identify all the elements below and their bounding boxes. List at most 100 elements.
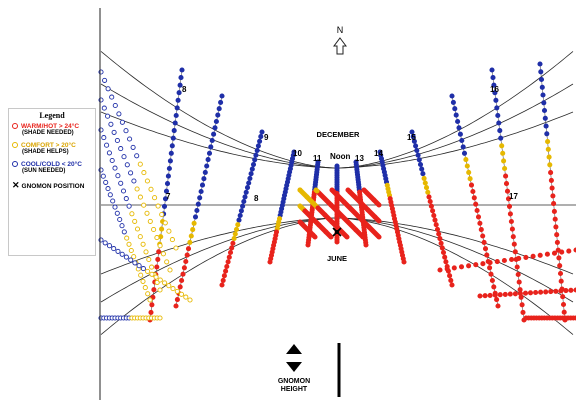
temperature-dot	[259, 129, 265, 135]
temperature-dot	[544, 251, 550, 257]
temperature-dot	[466, 263, 472, 269]
temperature-dot	[149, 271, 155, 277]
temperature-dot	[522, 290, 529, 296]
temperature-dot	[551, 250, 558, 256]
temperature-dot	[457, 131, 463, 137]
temperature-dot	[468, 182, 475, 188]
temperature-dot	[306, 212, 312, 218]
temperature-dot	[123, 254, 129, 260]
temperature-dot	[411, 138, 417, 144]
temperature-dot	[157, 287, 163, 293]
temperature-dot	[335, 209, 341, 215]
temperature-dot	[358, 200, 364, 206]
hour-label-8: 8	[182, 85, 187, 94]
temperature-dot	[220, 277, 226, 283]
temperature-dot	[160, 251, 166, 257]
temperature-dot	[240, 203, 246, 209]
temperature-dot	[539, 84, 545, 90]
temperature-dot	[140, 241, 146, 247]
hour-label-8-june: 8	[254, 194, 259, 203]
temperature-dot	[173, 245, 179, 251]
temperature-dot	[568, 287, 574, 293]
temperature-dot	[100, 173, 106, 179]
temperature-dot	[458, 264, 465, 270]
temperature-dot	[489, 277, 495, 284]
temperature-dot	[368, 194, 374, 200]
hourly-temperature-markers	[98, 61, 576, 323]
temperature-dot	[128, 247, 134, 254]
temperature-dot	[482, 246, 489, 252]
temperature-dot	[164, 181, 171, 187]
temperature-dot	[506, 203, 513, 209]
temperature-dot	[455, 118, 461, 125]
temperature-dot	[516, 279, 522, 285]
temperature-dot	[315, 205, 321, 211]
hour-label-noon: Noon	[330, 152, 351, 161]
temperature-dot	[212, 125, 218, 131]
temperature-dot	[169, 237, 175, 243]
hour-label-11: 11	[313, 154, 322, 163]
temperature-dot	[140, 278, 146, 284]
temperature-dot	[376, 218, 382, 224]
temperature-dot	[151, 226, 157, 233]
temperature-dot	[155, 256, 161, 262]
temperature-dot	[417, 161, 424, 168]
temperature-dot	[533, 289, 539, 296]
temperature-dot	[346, 220, 352, 226]
temperature-dot	[225, 259, 231, 265]
temperature-dot	[179, 67, 185, 73]
temperature-dot	[172, 120, 178, 126]
temperature-dot	[187, 239, 193, 245]
temperature-dot	[440, 249, 447, 256]
hour-label-9: 9	[264, 133, 269, 142]
temperature-dot	[165, 173, 171, 179]
hot-dot-icon	[12, 123, 18, 130]
temperature-dot	[437, 236, 443, 242]
temperature-dot	[121, 229, 127, 235]
temperature-dot	[544, 131, 550, 137]
temperature-dot	[136, 263, 142, 269]
temperature-dot	[305, 242, 311, 248]
temperature-dot	[350, 224, 356, 230]
temperature-dot	[126, 241, 132, 247]
temperature-dot	[145, 268, 151, 274]
temperature-dot	[341, 199, 347, 205]
temperature-dot	[366, 224, 372, 230]
temperature-dot	[177, 82, 183, 88]
temperature-dot	[242, 194, 248, 200]
temperature-dot	[253, 152, 259, 158]
temperature-dot	[559, 249, 565, 255]
temperature-dot	[415, 152, 421, 158]
temperature-dot	[119, 223, 125, 229]
temperature-dot	[501, 158, 507, 164]
temperature-dot	[494, 297, 500, 303]
temperature-dot	[241, 198, 247, 205]
hour-label-10: 10	[293, 149, 302, 158]
temperature-dot	[307, 229, 313, 235]
temperature-dot	[106, 150, 112, 156]
temperature-dot	[301, 191, 307, 197]
gnomon-height-label-2: HEIGHT	[281, 386, 308, 393]
temperature-dot	[433, 222, 439, 228]
temperature-dot	[102, 77, 108, 83]
temperature-dot	[162, 280, 168, 286]
temperature-dot	[451, 265, 457, 271]
temperature-dot	[109, 94, 115, 100]
temperature-dot	[157, 315, 163, 321]
cold-dot-icon	[12, 161, 18, 168]
temperature-dot	[169, 143, 175, 149]
december-label: DECEMBER	[317, 130, 361, 139]
temperature-dot	[329, 219, 335, 225]
hour-label-16: 16	[490, 85, 499, 94]
legend-hot-sub: (SHADE NEEDED)	[22, 130, 74, 136]
temperature-dot	[548, 177, 554, 183]
temperature-dot	[369, 211, 375, 217]
temperature-dot	[155, 203, 161, 209]
hour-line-10	[491, 69, 525, 321]
temperature-dot	[151, 287, 157, 293]
temperature-dot	[359, 217, 365, 223]
temperature-dot	[254, 147, 260, 154]
temperature-dot	[114, 210, 120, 216]
legend-gnomon: ✕ GNOMON POSITION	[12, 180, 85, 190]
temperature-dot	[310, 232, 316, 238]
